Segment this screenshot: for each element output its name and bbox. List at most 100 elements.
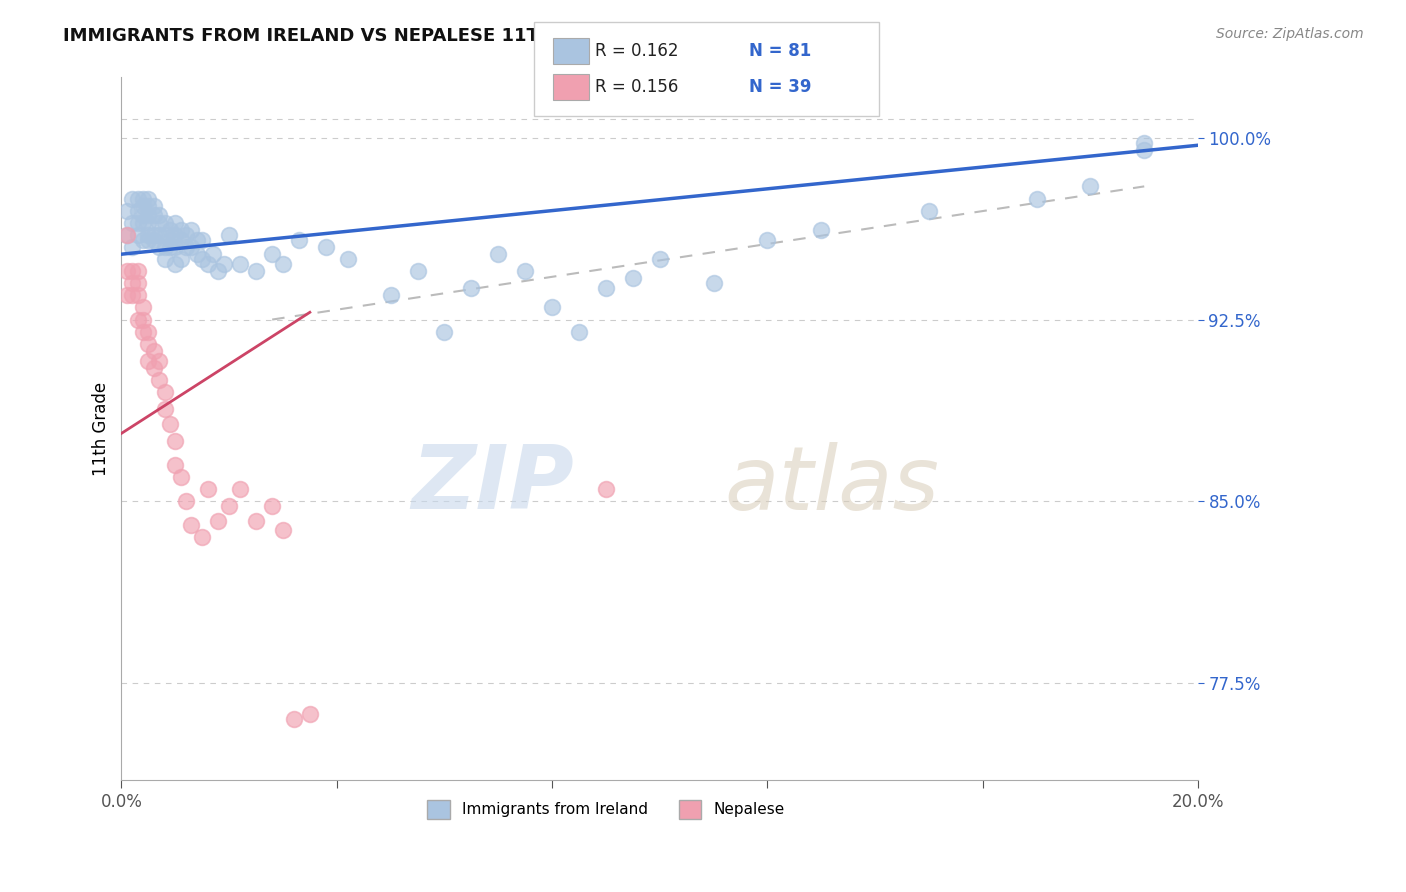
Point [229,482,252,496]
Point [218,499,240,513]
Point [153,216,176,230]
Point [132,216,155,230]
Y-axis label: 11th Grade: 11th Grade [93,382,110,475]
Point [169,252,191,266]
Point [138,216,160,230]
Point [159,223,181,237]
Point [756,233,779,247]
Point [460,281,482,295]
Point [138,233,160,247]
Point [138,336,160,351]
Point [1133,143,1156,157]
Text: R = 0.156: R = 0.156 [595,78,678,95]
Point [148,227,170,242]
Point [180,518,202,533]
Point [271,523,294,537]
Point [153,252,176,266]
Point [153,385,176,400]
Point [174,227,197,242]
Point [132,199,155,213]
Point [142,209,165,223]
Point [115,288,138,302]
Point [207,514,229,528]
Text: R = 0.162: R = 0.162 [595,42,678,60]
Point [918,203,941,218]
Point [165,434,187,448]
Point [486,247,509,261]
Point [207,264,229,278]
Point [174,240,197,254]
Point [165,227,187,242]
Point [186,247,208,261]
Point [245,514,267,528]
Point [703,277,725,291]
Point [159,240,181,254]
Point [541,301,564,315]
Point [148,240,170,254]
Point [132,209,155,223]
Point [191,252,214,266]
Point [169,470,191,484]
Point [165,216,187,230]
Point [245,264,267,278]
Point [138,325,160,339]
Point [132,301,155,315]
Point [159,233,181,247]
Point [180,223,202,237]
Point [201,247,224,261]
Point [121,192,143,206]
Point [169,223,191,237]
Point [197,257,219,271]
Point [169,233,191,247]
Point [132,192,155,206]
Point [142,227,165,242]
Point [174,494,197,508]
Point [595,281,617,295]
Point [271,257,294,271]
Point [138,192,160,206]
Point [148,373,170,387]
Point [121,264,143,278]
Point [148,216,170,230]
Point [1025,192,1047,206]
Point [159,417,181,431]
Point [165,257,187,271]
Point [218,227,240,242]
Point [315,240,337,254]
Point [148,209,170,223]
Point [568,325,591,339]
Point [142,233,165,247]
Point [380,288,402,302]
Point [127,277,149,291]
Point [197,482,219,496]
Point [115,227,138,242]
Point [127,312,149,326]
Point [648,252,671,266]
Text: IMMIGRANTS FROM IRELAND VS NEPALESE 11TH GRADE CORRELATION CHART: IMMIGRANTS FROM IRELAND VS NEPALESE 11TH… [63,27,852,45]
Point [127,288,149,302]
Point [138,209,160,223]
Point [1133,136,1156,150]
Point [165,240,187,254]
Point [406,264,429,278]
Point [121,288,143,302]
Point [810,223,832,237]
Point [186,233,208,247]
Point [127,264,149,278]
Point [595,482,617,496]
Point [165,458,187,472]
Point [121,277,143,291]
Point [153,402,176,417]
Point [1080,179,1102,194]
Point [132,325,155,339]
Point [180,240,202,254]
Point [191,531,214,545]
Point [262,499,284,513]
Point [148,353,170,368]
Point [142,199,165,213]
Point [142,344,165,359]
Point [336,252,359,266]
Point [138,227,160,242]
Point [121,240,143,254]
Point [138,199,160,213]
